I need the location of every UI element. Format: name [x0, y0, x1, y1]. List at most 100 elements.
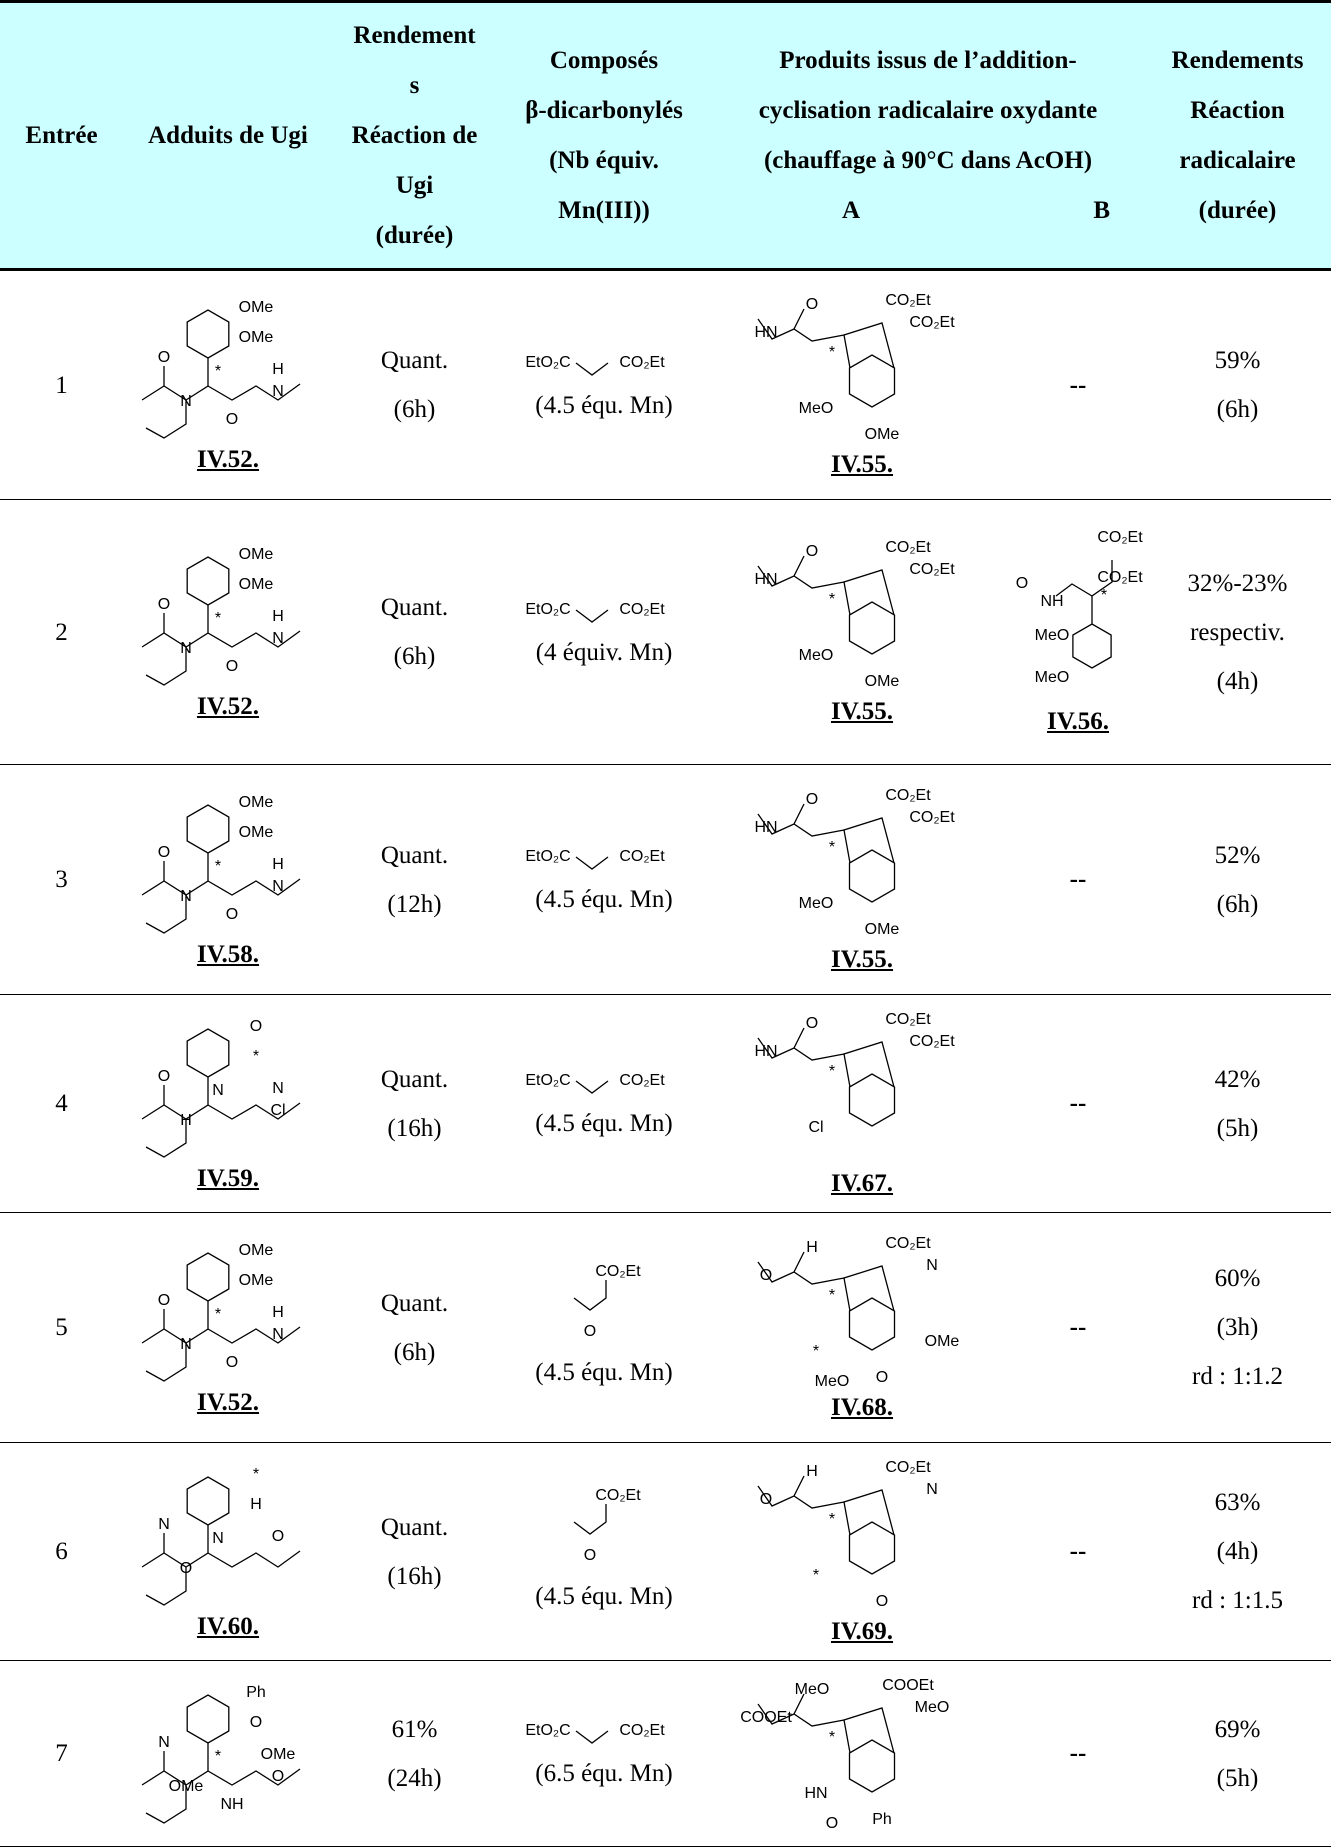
product-b-cell: --: [1012, 1213, 1144, 1443]
text-line: Quant.: [380, 1513, 449, 1541]
ugi-yield: Quant. (6h): [333, 270, 496, 500]
text-line: (6h): [393, 643, 436, 670]
atom-label: O: [158, 844, 170, 861]
text-line: (4h): [1216, 667, 1259, 695]
atom-label: H: [180, 1112, 192, 1129]
atom-label: OMe: [239, 546, 274, 563]
atom-label: O: [250, 1714, 262, 1731]
product-b: --: [1069, 1314, 1087, 1341]
atom-label: N: [272, 383, 284, 400]
text-line: Quant.: [380, 1065, 449, 1093]
compound-id: IV.55.: [830, 451, 894, 478]
atom-label: O: [826, 1815, 838, 1832]
ring: [186, 1693, 230, 1744]
atom-label: EtO₂C: [525, 601, 570, 618]
product-a: O CO₂Et HN CO₂Et * MeO OMe IV.55.: [712, 289, 1012, 481]
bond: [793, 1027, 805, 1048]
atom-label: O: [158, 1068, 170, 1085]
bond: [793, 1251, 805, 1272]
text-line: rd : 1:1.5: [1192, 1587, 1283, 1614]
reagent: EtO₂C CO₂Et (6.5 équ. Mn): [496, 1709, 712, 1798]
entry: 5: [55, 1314, 68, 1341]
compound-id: IV.68.: [830, 1393, 894, 1421]
header-entry: Entrée: [25, 121, 98, 149]
adduct-cell: O * O N N H Cl IV.59.: [123, 995, 333, 1213]
bonds: [575, 856, 609, 870]
atom-label: *: [813, 1567, 819, 1584]
product-a: O CO₂Et HN CO₂Et * Cl IV.67.: [712, 1008, 1012, 1200]
reagent-cell: EtO₂C CO₂Et (4.5 équ. Mn): [496, 270, 712, 500]
adduct: OMe OMe O * H N N O IV.58.: [123, 789, 333, 971]
reagent-cell: EtO₂C CO₂Et (4 équiv. Mn): [496, 500, 712, 765]
atom-label: MeO: [799, 895, 834, 912]
adduct: OMe OMe O * H N N O IV.52.: [123, 1237, 333, 1419]
atom-label: CO₂Et: [595, 1487, 641, 1504]
entry: 1: [55, 371, 68, 399]
product-b: CO₂Et O * CO₂Et NH MeO MeO IV.56.: [1012, 526, 1144, 738]
atom-label: O: [272, 1528, 284, 1545]
compound-id: IV.52.: [196, 1388, 260, 1416]
text-line: 32%-23%: [1187, 569, 1288, 597]
radical-yield: 60% (3h) rd : 1:1.2: [1144, 1213, 1331, 1443]
structure: O CO₂Et HN CO₂Et * Cl: [754, 1011, 955, 1136]
bonds: [843, 1040, 895, 1087]
header-line: (Nb équiv.: [549, 146, 659, 174]
atom-label: *: [215, 1748, 221, 1765]
atom-label: N: [272, 630, 284, 647]
text-line: respectiv.: [1190, 618, 1285, 646]
text-line: Quant.: [380, 347, 449, 374]
text-line: 69%: [1214, 1715, 1261, 1743]
atom-label: N: [272, 1080, 284, 1097]
compound-id: IV.52.: [196, 693, 260, 720]
text-line: 42%: [1214, 1065, 1261, 1093]
table-row: 2 OMe OMe O * H N N O IV.52. Quant. (6h) EtO₂C CO₂Et(…: [0, 500, 1331, 765]
reagent-cell: EtO₂C CO₂Et (6.5 équ. Mn): [496, 1661, 712, 1847]
bonds: [575, 608, 609, 623]
atom-label: OMe: [239, 1242, 274, 1259]
atom-label: O: [760, 1491, 772, 1508]
ring: [1072, 623, 1112, 669]
product-a: O CO₂Et HN CO₂Et * MeO OMe IV.55.: [712, 784, 1012, 976]
ring: [186, 1251, 230, 1302]
text-line: Quant.: [380, 1289, 449, 1317]
bonds: [145, 1784, 187, 1824]
entry: 3: [55, 866, 68, 893]
structure: O * O N N H Cl: [141, 1018, 301, 1158]
header-line: radicalaire: [1179, 146, 1296, 174]
header-line: Produits issus de l’addition-: [779, 46, 1077, 74]
atom-label: *: [215, 1306, 221, 1323]
bonds: [141, 1300, 209, 1344]
bonds: [1091, 560, 1113, 624]
reagent: CO₂Et O (4.5 équ. Mn): [496, 1482, 712, 1621]
atom-label: O: [806, 543, 818, 560]
adduct: Ph O N * OMe OMe O NH: [123, 1679, 333, 1829]
atom-label: MeO: [1035, 627, 1070, 644]
atom-label: MeO: [1035, 669, 1070, 686]
atom-label: N: [180, 393, 192, 410]
header-line: β-dicarbonylés: [525, 96, 683, 124]
product-b: --: [1069, 1740, 1087, 1767]
atom-label: O: [876, 1369, 888, 1386]
ring: [848, 601, 896, 655]
reagent-cell: CO₂Et O (4.5 équ. Mn): [496, 1443, 712, 1661]
adduct: * H N N O O IV.60.: [123, 1461, 333, 1643]
atom-label: *: [253, 1466, 259, 1483]
radical-yield: 52% (6h): [1144, 765, 1331, 995]
atom-label: CO₂Et: [1097, 529, 1143, 546]
atom-label: CO₂Et: [909, 1033, 955, 1050]
entry: 4: [55, 1090, 68, 1117]
atom-label: CO₂Et: [619, 1072, 665, 1089]
product-b-cell: --: [1012, 765, 1144, 995]
atom-label: Ph: [872, 1811, 892, 1828]
bonds: [141, 605, 209, 648]
atom-label: EtO₂C: [525, 1722, 570, 1739]
product-a-cell: O CO₂Et HN CO₂Et * MeO OMe IV.55.: [712, 270, 1012, 500]
atom-label: CO₂Et: [885, 1011, 931, 1028]
ring: [848, 354, 896, 408]
bond: [793, 555, 805, 577]
atom-label: Ph: [246, 1684, 266, 1701]
table-row: 1 OMe OMe O * H N N O IV.52. Quant. (6h) EtO₂C CO₂Et(…: [0, 270, 1331, 500]
reagent-equiv: (4.5 équ. Mn): [535, 886, 673, 913]
bonds: [1055, 583, 1093, 597]
atom-label: O: [806, 791, 818, 808]
